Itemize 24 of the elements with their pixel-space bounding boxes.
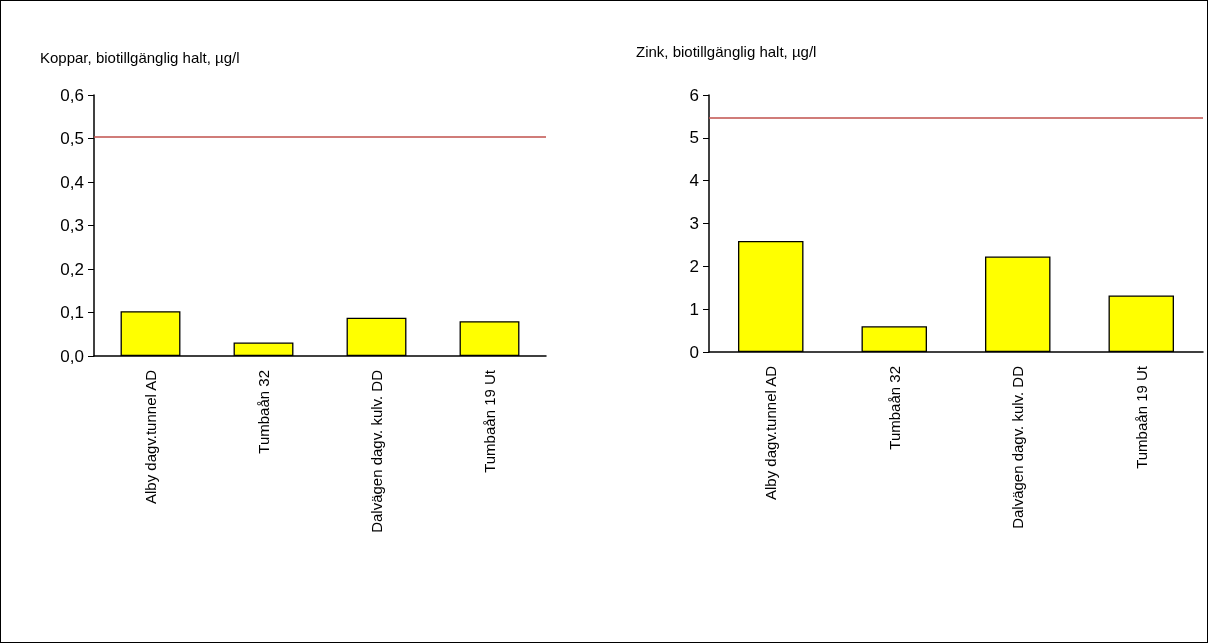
y-tick-label: 0,4 xyxy=(60,172,84,192)
x-tick-label: Tumbaån 32 xyxy=(255,370,272,454)
y-tick-label: 4 xyxy=(689,171,699,191)
y-tick-label: 3 xyxy=(689,214,699,233)
y-tick-label: 2 xyxy=(689,256,699,276)
y-tick-label: 0,0 xyxy=(60,346,84,366)
x-tick-label: Alby dagv.tunnel AD xyxy=(142,369,159,504)
y-tick-label: 0,1 xyxy=(60,303,84,322)
y-tick-label: 0,5 xyxy=(60,129,84,148)
x-tick-label: Dalvägen dagv. kulv. DD xyxy=(1009,365,1027,529)
y-tick-label: 0,2 xyxy=(60,259,84,279)
y-tick-label: 1 xyxy=(689,299,699,319)
y-tick-label: 6 xyxy=(689,85,699,105)
chart-title: Koppar, biotillgänglig halt, µg/l xyxy=(40,49,240,66)
x-tick-label: Alby dagv.tunnel AD xyxy=(762,365,780,500)
x-tick-label: Tumbaån 32 xyxy=(885,366,903,450)
y-tick-label: 0,6 xyxy=(60,85,84,105)
x-tick-label: Dalvägen dagv. kulv. DD xyxy=(368,369,385,533)
x-tick-label: Tumbaån 19 Ut xyxy=(1132,365,1150,469)
chart-title: Zink, biotillgänglig halt, µg/l xyxy=(636,43,817,60)
x-tick-label: Tumbaån 19 Ut xyxy=(481,369,498,473)
y-tick-label: 5 xyxy=(689,128,699,148)
y-tick-label: 0 xyxy=(689,342,699,362)
y-tick-label: 0,3 xyxy=(60,216,84,235)
